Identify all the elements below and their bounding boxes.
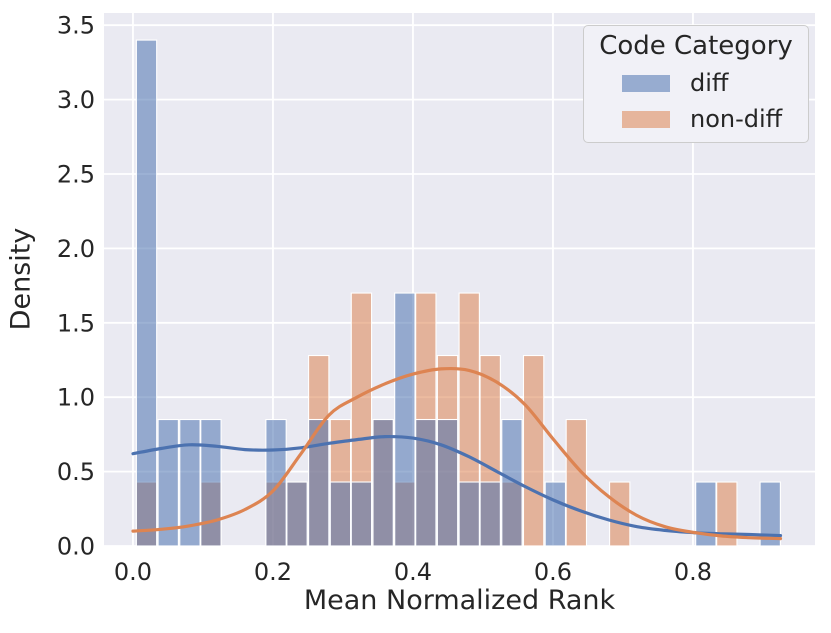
y-tick-label: 3.0 [57, 86, 95, 114]
y-tick-label: 1.0 [57, 384, 95, 412]
bar-diff [695, 481, 717, 547]
bar-diff [436, 418, 459, 547]
legend: Code Category diff non-diff [583, 25, 809, 143]
bar-diff [479, 481, 501, 547]
bar-diff [286, 481, 308, 547]
x-tick-label: 0.0 [114, 558, 152, 586]
legend-item-diff: diff [594, 69, 798, 97]
legend-label-non-diff: non-diff [690, 105, 783, 133]
bar-diff [415, 418, 437, 547]
bar-diff [759, 481, 781, 547]
y-tick-label: 2.5 [57, 161, 95, 189]
bar-diff [157, 418, 179, 547]
x-tick-label: 0.6 [534, 558, 572, 586]
bar-diff [544, 481, 567, 547]
bar-diff [458, 481, 480, 547]
kde-line-non-diff [131, 366, 783, 541]
bar-non-diff [609, 481, 631, 547]
legend-item-non-diff: non-diff [594, 105, 798, 133]
x-tick-label: 0.2 [254, 558, 292, 586]
bar-non-diff [716, 481, 738, 547]
bar-diff [350, 481, 373, 547]
y-tick-label: 2.0 [57, 235, 95, 263]
x-tick-label: 0.4 [394, 558, 432, 586]
legend-label-diff: diff [690, 69, 729, 97]
y-tick-label: 0.0 [57, 533, 95, 561]
y-tick-label: 0.5 [57, 458, 95, 486]
x-tick-label: 0.8 [674, 558, 712, 586]
legend-swatch-diff [622, 74, 670, 92]
bar-diff [394, 292, 416, 547]
bar-non-diff [522, 354, 545, 547]
bar-non-diff [565, 418, 588, 547]
y-axis-label: Density [5, 227, 37, 331]
y-tick-label: 3.5 [57, 12, 95, 40]
y-tick-label: 1.5 [57, 309, 95, 337]
legend-swatch-non-diff [622, 110, 670, 128]
bar-diff [200, 418, 222, 547]
x-axis-label: Mean Normalized Rank [303, 585, 616, 616]
kde-line-diff [131, 434, 783, 538]
bar-diff [329, 481, 352, 547]
bar-diff [308, 418, 330, 547]
bar-diff [179, 418, 201, 547]
bar-diff [135, 39, 158, 547]
legend-title: Code Category [599, 31, 793, 61]
bar-diff [265, 418, 287, 547]
bar-diff [501, 418, 523, 547]
bar-diff [372, 418, 394, 547]
